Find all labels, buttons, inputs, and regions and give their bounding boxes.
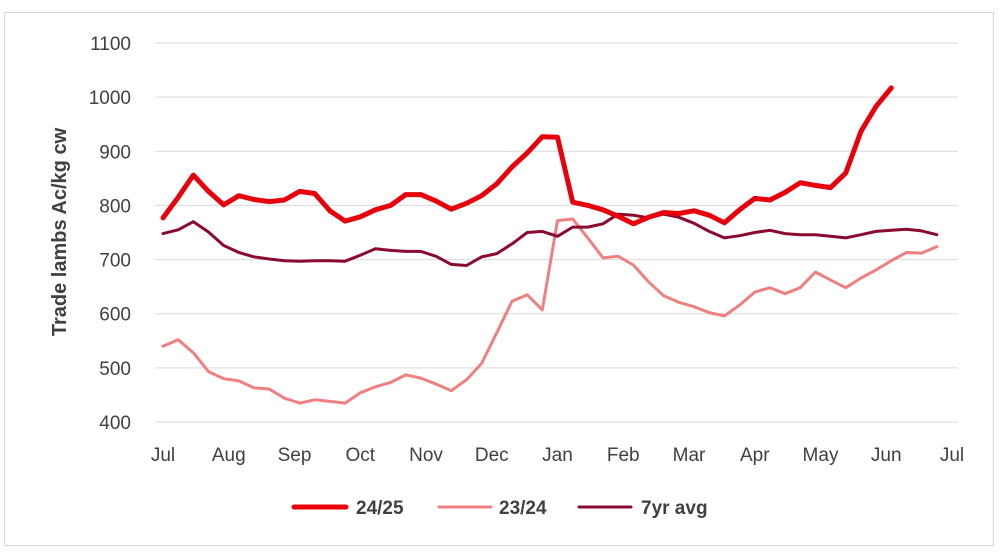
x-tick-label: Jul xyxy=(940,445,964,466)
y-tick-label: 1100 xyxy=(90,34,131,55)
y-tick-label: 900 xyxy=(99,142,131,163)
series-line-23-24 xyxy=(161,217,939,405)
y-tick-label: 400 xyxy=(99,413,131,434)
x-tick-label: Feb xyxy=(607,445,640,466)
x-tick-label: Jul xyxy=(151,445,175,466)
x-tick-label: May xyxy=(803,445,839,466)
series-line-24-25 xyxy=(160,85,894,227)
x-tick-label: Jun xyxy=(871,445,902,466)
y-tick-label: 800 xyxy=(99,196,131,217)
x-tick-label: Apr xyxy=(740,445,770,466)
chart-frame xyxy=(4,12,994,546)
x-tick-label: Dec xyxy=(475,445,509,466)
y-tick-label: 600 xyxy=(99,305,131,326)
y-tick-label: 500 xyxy=(99,359,131,380)
legend: 24/25 23/24 7yr avg xyxy=(291,498,708,519)
series-lines xyxy=(160,85,939,405)
legend-label: 24/25 xyxy=(356,498,404,519)
series-line-7yr-avg xyxy=(161,212,939,267)
x-tick-label: Oct xyxy=(345,445,375,466)
legend-label: 7yr avg xyxy=(641,498,708,519)
y-axis-tick-labels: 400 500 600 700 800 900 1000 1100 xyxy=(89,34,131,434)
y-tick-label: 700 xyxy=(99,251,131,272)
y-tick-label: 1000 xyxy=(89,88,131,109)
legend-label: 23/24 xyxy=(499,498,547,519)
x-tick-label: Jan xyxy=(542,445,573,466)
x-tick-label: Nov xyxy=(409,445,443,466)
x-axis-tick-labels: Jul Aug Sep Oct Nov Dec Jan Feb Mar Apr May Jun Jul xyxy=(151,445,964,466)
x-tick-label: Aug xyxy=(212,445,246,466)
x-tick-label: Sep xyxy=(278,445,312,466)
x-tick-label: Mar xyxy=(673,445,706,466)
y-axis-title: Trade lambs Ac/kg cw xyxy=(49,127,71,336)
